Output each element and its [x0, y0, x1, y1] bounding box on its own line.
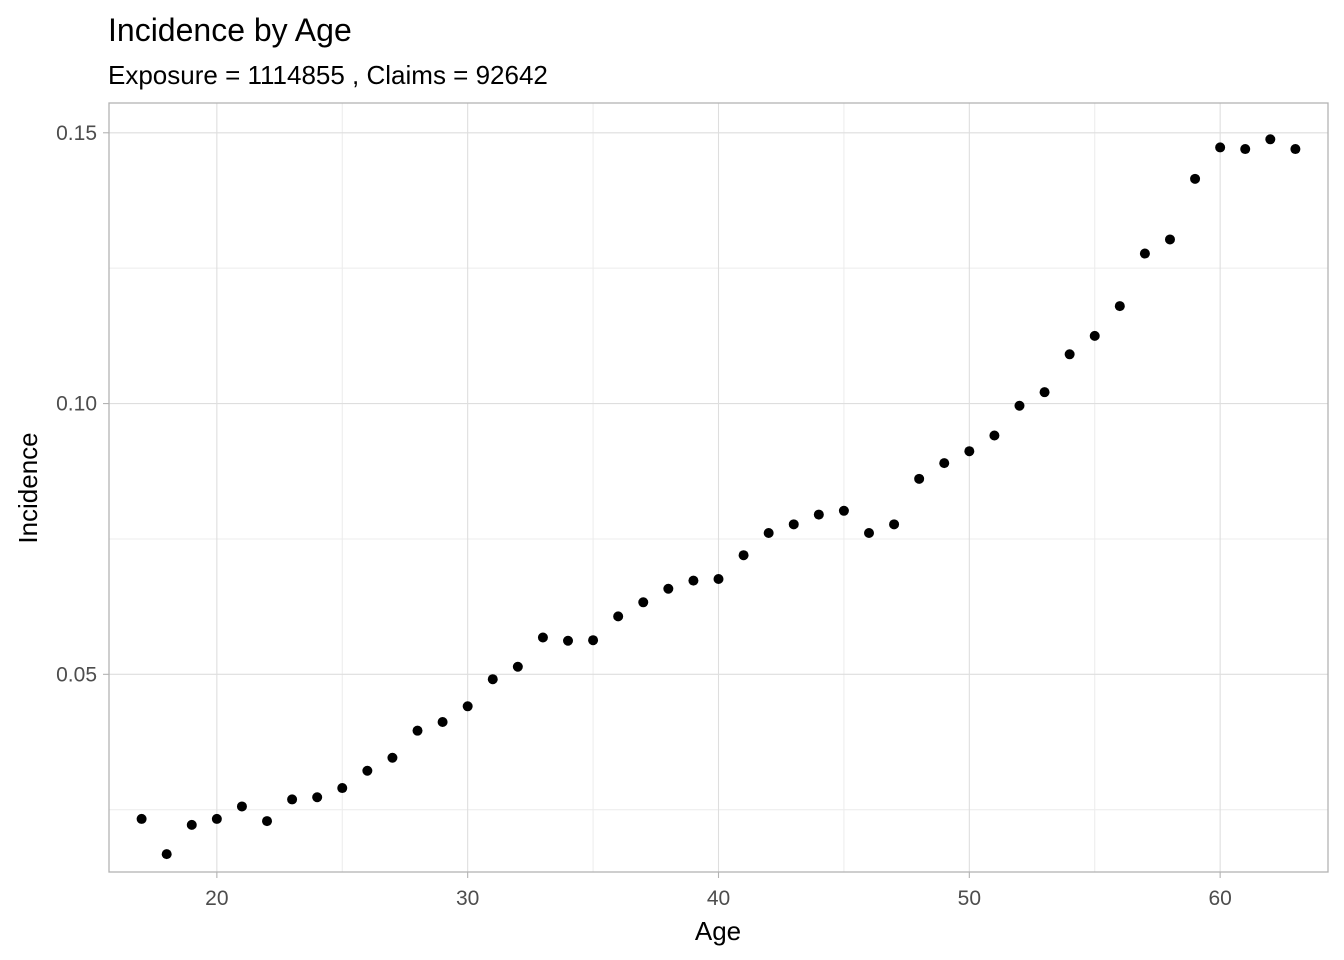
x-tick-label: 50 — [958, 887, 981, 910]
data-point — [236, 801, 247, 812]
chart-subtitle: Exposure = 1114855 , Claims = 92642 — [108, 60, 548, 90]
data-point — [1290, 144, 1301, 155]
data-point — [186, 819, 197, 830]
data-point — [863, 527, 874, 538]
data-point — [287, 794, 298, 805]
y-tick-label: 0.05 — [56, 663, 97, 686]
data-point — [813, 509, 824, 520]
data-point — [312, 792, 323, 803]
data-point — [939, 458, 950, 469]
data-point — [462, 701, 473, 712]
grid-lines — [109, 103, 1328, 872]
data-point — [1114, 301, 1125, 312]
data-point — [838, 505, 849, 516]
data-points — [136, 134, 1301, 860]
data-point — [1240, 144, 1251, 155]
data-point — [136, 813, 147, 824]
data-point — [437, 716, 448, 727]
x-tick-label: 60 — [1208, 887, 1231, 910]
x-tick-label: 20 — [205, 887, 228, 910]
data-point — [989, 430, 1000, 441]
x-tick-label: 40 — [707, 887, 730, 910]
data-point — [738, 550, 749, 561]
data-point — [1014, 400, 1025, 411]
data-point — [563, 635, 574, 646]
data-point — [1215, 142, 1226, 153]
data-point — [663, 583, 674, 594]
data-point — [914, 473, 925, 484]
y-tick-label: 0.10 — [56, 393, 97, 416]
data-point — [1190, 173, 1201, 184]
data-point — [613, 611, 624, 622]
x-axis-title: Age — [695, 916, 741, 946]
data-point — [161, 849, 172, 860]
data-point — [1089, 330, 1100, 341]
data-point — [412, 725, 423, 736]
data-point — [964, 446, 975, 457]
data-point — [1139, 248, 1150, 259]
data-point — [487, 674, 498, 685]
data-point — [362, 765, 373, 776]
data-point — [713, 574, 724, 585]
x-tick-label: 30 — [456, 887, 479, 910]
y-tick-label: 0.15 — [56, 122, 97, 145]
data-point — [387, 752, 398, 763]
data-point — [763, 527, 774, 538]
data-point — [211, 813, 222, 824]
data-point — [1039, 387, 1050, 398]
data-point — [889, 519, 900, 530]
data-point — [337, 783, 348, 794]
data-point — [537, 632, 548, 643]
chart-title: Incidence by Age — [108, 12, 352, 48]
data-point — [788, 519, 799, 530]
y-axis-title: Incidence — [13, 432, 43, 543]
y-axis: 0.05 0.10 0.15 — [56, 122, 109, 686]
x-axis: 20 30 40 50 60 — [205, 872, 1232, 910]
data-point — [1064, 349, 1075, 360]
data-point — [688, 575, 699, 586]
data-point — [588, 635, 599, 646]
data-point — [1164, 234, 1175, 245]
data-point — [512, 661, 523, 672]
data-point — [638, 597, 649, 608]
data-point — [1265, 134, 1276, 145]
data-point — [262, 816, 273, 827]
